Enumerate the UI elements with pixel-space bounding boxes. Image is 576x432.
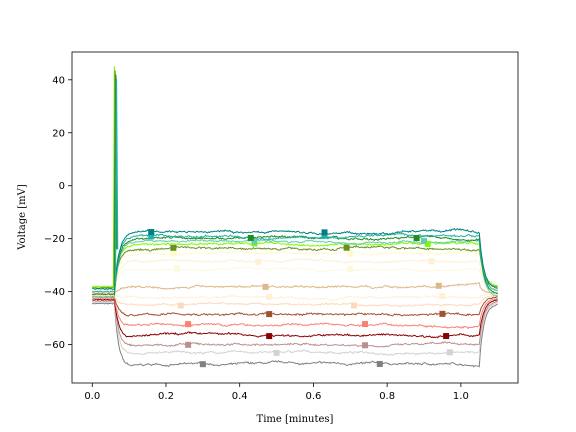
voltage-trace <box>92 297 498 330</box>
trace-marker <box>262 283 269 290</box>
trace-marker <box>439 293 446 300</box>
x-tick-label: 0.0 <box>84 391 100 402</box>
trace-marker <box>185 321 192 328</box>
y-tick-label: −60 <box>44 340 65 351</box>
x-tick-label: 0.4 <box>232 391 248 402</box>
trace-marker <box>446 349 453 356</box>
voltage-trace <box>92 282 499 295</box>
trace-marker <box>321 229 328 236</box>
trace-marker <box>350 302 357 309</box>
spike-trace <box>114 78 119 285</box>
trace-marker <box>439 310 446 317</box>
trace-marker <box>413 235 420 242</box>
x-tick-label: 0.2 <box>158 391 174 402</box>
trace-marker <box>266 311 273 318</box>
y-tick-label: 20 <box>52 128 65 139</box>
trace-marker <box>266 333 273 340</box>
voltage-trace <box>92 298 498 339</box>
trace-marker <box>347 250 354 257</box>
trace-marker <box>362 342 369 349</box>
trace-marker <box>148 233 155 240</box>
y-tick-label: −20 <box>44 234 65 245</box>
trace-marker <box>424 240 431 247</box>
trace-marker <box>185 341 192 348</box>
trace-marker <box>321 232 328 239</box>
y-tick-label: 40 <box>52 75 65 86</box>
trace-marker <box>362 321 369 328</box>
voltage-trace <box>92 294 498 308</box>
trace-marker <box>376 360 383 367</box>
trace-marker <box>148 229 155 236</box>
x-tick-label: 0.8 <box>379 391 395 402</box>
voltage-trace <box>92 227 498 291</box>
plot-area <box>72 52 518 383</box>
trace-marker <box>428 258 435 265</box>
voltage-trace <box>91 250 498 291</box>
trace-marker <box>273 349 280 356</box>
trace-marker <box>251 238 258 245</box>
y-axis: −60 −40 −20 0 20 40 <box>44 75 72 351</box>
trace-marker <box>255 258 262 265</box>
trace-marker <box>443 333 450 340</box>
markers-group <box>148 229 453 368</box>
trace-marker <box>343 244 350 251</box>
trace-marker <box>347 266 354 273</box>
voltage-trace <box>91 234 498 296</box>
voltage-trace <box>91 302 498 368</box>
trace-marker <box>177 302 184 309</box>
x-tick-label: 1.0 <box>453 391 469 402</box>
y-axis-label: Voltage [mV] <box>17 184 28 251</box>
y-tick-label: 0 <box>59 181 65 192</box>
trace-marker <box>247 234 254 241</box>
x-tick-label: 0.6 <box>305 391 321 402</box>
x-axis: 0.0 0.2 0.4 0.6 0.8 1.0 <box>84 383 469 402</box>
trace-marker <box>266 293 273 300</box>
voltage-trace <box>92 293 498 302</box>
y-tick-label: −40 <box>44 287 65 298</box>
voltage-trace <box>92 300 498 356</box>
voltage-trace <box>92 232 498 293</box>
x-axis-label: Time [minutes] <box>257 414 334 425</box>
voltage-trace <box>92 295 498 317</box>
axes-frame <box>71 51 519 384</box>
voltage-trace <box>92 266 498 293</box>
trace-marker <box>170 250 177 257</box>
spike-trace <box>114 74 118 286</box>
trace-marker <box>199 361 206 368</box>
trace-marker <box>170 244 177 251</box>
trace-marker <box>421 237 428 244</box>
voltage-trace <box>92 245 498 289</box>
voltage-trace <box>92 299 499 348</box>
trace-marker <box>174 265 181 272</box>
trace-marker <box>435 282 442 289</box>
